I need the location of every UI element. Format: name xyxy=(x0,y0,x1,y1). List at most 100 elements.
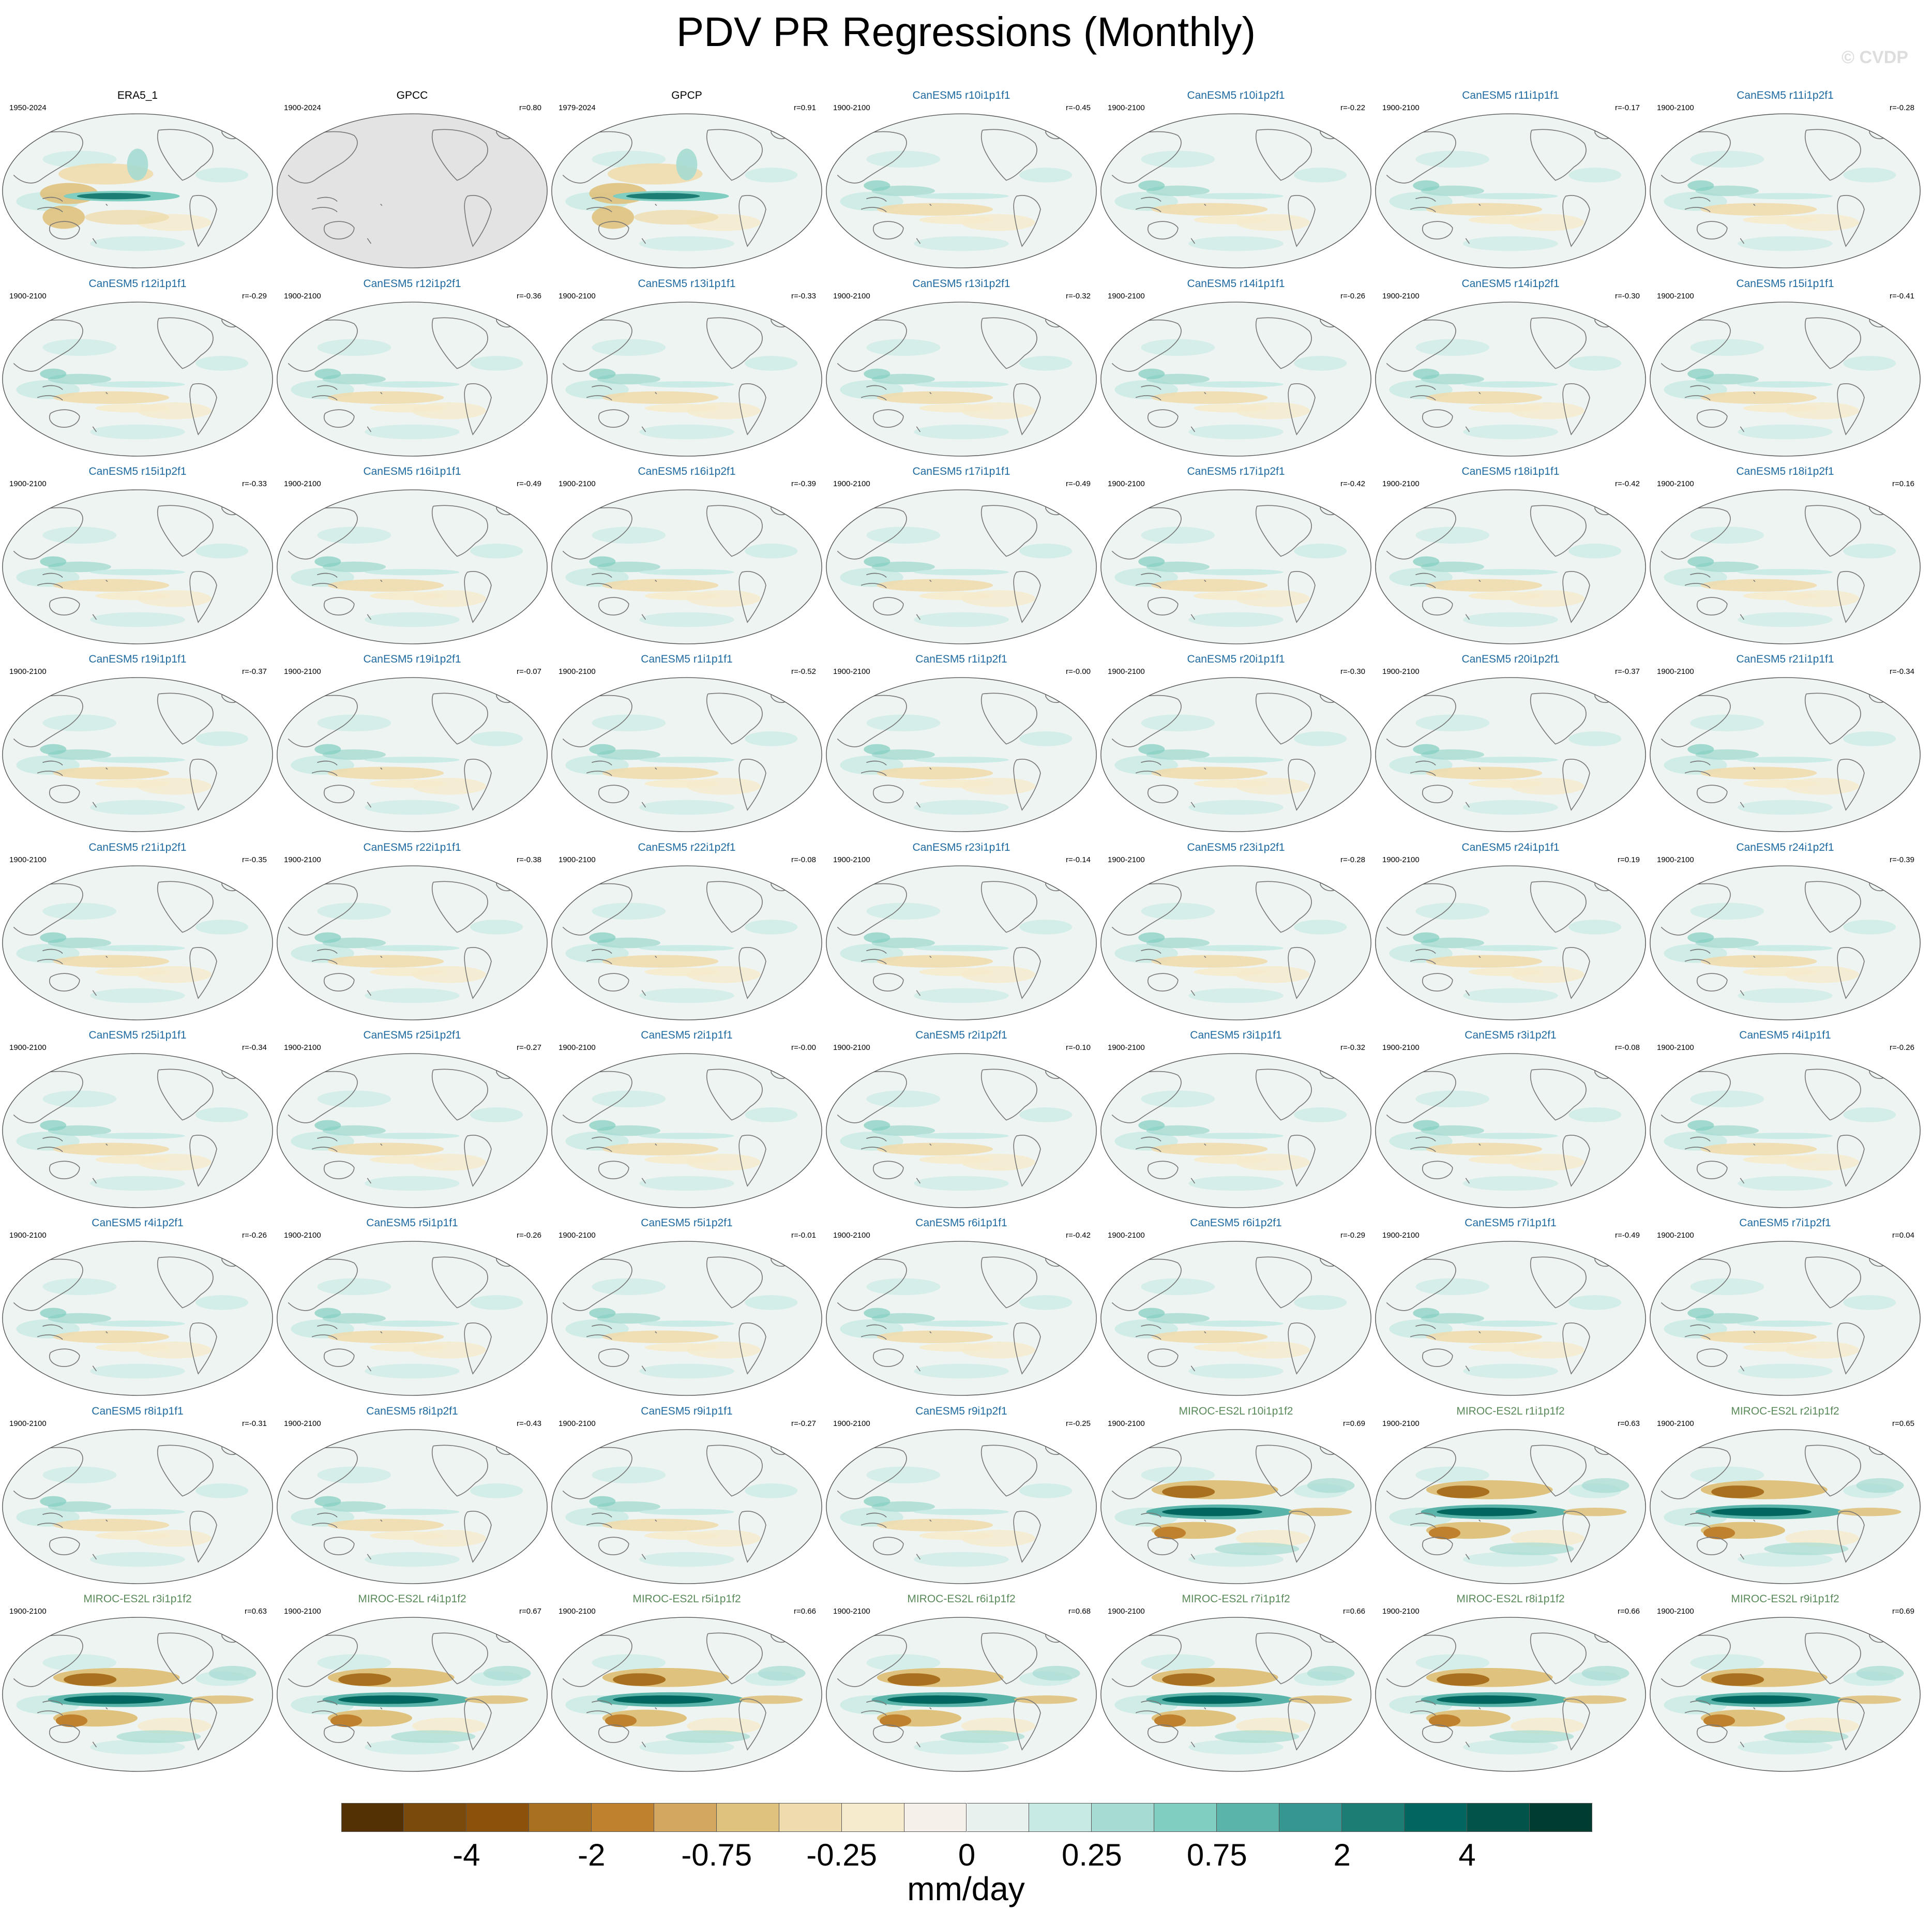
regression-map xyxy=(277,1429,548,1584)
regression-map xyxy=(1100,865,1371,1020)
regression-field xyxy=(565,1466,798,1567)
colorbar-swatch xyxy=(1405,1803,1468,1832)
panel-correlation: r=-0.42 xyxy=(1066,1231,1091,1240)
panel-years: 1900-2100 xyxy=(1108,667,1145,676)
map-panel: CanESM5 r5i1p2f1 1900-2100 r=-0.01 xyxy=(549,1216,824,1405)
regression-map xyxy=(1100,489,1371,644)
map-panel: MIROC-ES2L r4i1p1f2 1900-2100 r=0.67 xyxy=(275,1592,550,1781)
map-panel: CanESM5 r19i1p2f1 1900-2100 r=-0.07 xyxy=(275,653,550,841)
map-panel: CanESM5 r4i1p1f1 1900-2100 r=-0.26 xyxy=(1648,1029,1923,1217)
map-panel: CanESM5 r25i1p1f1 1900-2100 r=-0.34 xyxy=(0,1029,275,1217)
map-border xyxy=(1650,1617,1921,1772)
colorbar-label: -0.75 xyxy=(681,1838,752,1872)
map-panel: CanESM5 r1i1p1f1 1900-2100 r=-0.52 xyxy=(549,653,824,841)
panel-years: 1900-2100 xyxy=(284,1043,321,1052)
colorbar-swatch xyxy=(466,1803,529,1832)
map-panel: CanESM5 r25i1p2f1 1900-2100 r=-0.27 xyxy=(275,1029,550,1217)
regression-map xyxy=(551,1429,822,1584)
coastline xyxy=(560,1065,788,1187)
map-panel: CanESM5 r23i1p2f1 1900-2100 r=-0.28 xyxy=(1098,841,1373,1029)
coastline xyxy=(560,314,788,435)
regression-map xyxy=(277,489,548,644)
panel-title: CanESM5 r25i1p1f1 xyxy=(88,1029,187,1041)
map-border xyxy=(2,1241,273,1396)
map-border xyxy=(1100,1617,1371,1772)
coastline xyxy=(1109,1253,1337,1375)
colorbar-swatch xyxy=(1530,1803,1592,1832)
panel-years: 1900-2100 xyxy=(284,667,321,676)
map-panel: CanESM5 r11i1p1f1 1900-2100 r=-0.17 xyxy=(1373,89,1648,277)
coastline xyxy=(1658,1253,1886,1375)
panel-correlation: r=0.63 xyxy=(1618,1419,1640,1428)
panel-years: 1900-2100 xyxy=(9,855,47,864)
colorbar-label: -4 xyxy=(452,1838,480,1872)
panel-correlation: r=-0.30 xyxy=(1615,292,1640,300)
colorbar-swatch xyxy=(591,1803,654,1832)
map-border xyxy=(1100,1429,1371,1584)
panel-title: CanESM5 r14i1p2f1 xyxy=(1461,278,1560,290)
panel-title: CanESM5 r17i1p1f1 xyxy=(912,465,1010,477)
map-border xyxy=(1100,302,1371,457)
panel-years: 1900-2100 xyxy=(833,667,870,676)
regression-map xyxy=(551,113,822,268)
panel-correlation: r=0.63 xyxy=(245,1607,267,1616)
regression-map xyxy=(1650,302,1921,457)
panel-title: CanESM5 r13i1p2f1 xyxy=(912,278,1010,290)
panel-years: 1900-2100 xyxy=(284,1607,321,1616)
colorbar-swatch xyxy=(1217,1803,1280,1832)
map-border xyxy=(1375,1429,1646,1584)
regression-map xyxy=(826,1053,1097,1208)
map-border xyxy=(277,489,548,644)
map-border xyxy=(551,489,822,644)
coastline xyxy=(1109,1441,1337,1563)
map-border xyxy=(551,302,822,457)
panel-years: 1900-2100 xyxy=(284,479,321,488)
panel-years: 1900-2100 xyxy=(1382,1231,1420,1240)
map-border xyxy=(826,489,1097,644)
regression-field xyxy=(16,1278,249,1379)
regression-map xyxy=(1100,1053,1371,1208)
regression-field xyxy=(291,339,523,440)
map-border xyxy=(277,1241,548,1396)
panel-title: MIROC-ES2L r7i1p1f2 xyxy=(1182,1593,1290,1605)
coastline xyxy=(285,502,514,623)
panel-years: 1900-2100 xyxy=(1657,479,1694,488)
panel-title: CanESM5 r18i1p1f1 xyxy=(1461,465,1560,477)
map-panel: MIROC-ES2L r1i1p1f2 1900-2100 r=0.63 xyxy=(1373,1405,1648,1593)
map-panel: CanESM5 r13i1p1f1 1900-2100 r=-0.33 xyxy=(549,277,824,465)
colorbar-swatch xyxy=(1467,1803,1530,1832)
panel-years: 1900-2100 xyxy=(9,667,47,676)
regression-field xyxy=(1664,1090,1896,1191)
map-border xyxy=(2,1429,273,1584)
panel-years: 1900-2100 xyxy=(1657,667,1694,676)
regression-map xyxy=(277,302,548,457)
map-border xyxy=(551,865,822,1020)
coastline xyxy=(10,1253,239,1375)
regression-field xyxy=(840,714,1073,815)
panel-title: CanESM5 r11i1p2f1 xyxy=(1737,89,1834,101)
map-border xyxy=(826,865,1097,1020)
panel-correlation: r=-0.42 xyxy=(1340,479,1365,488)
map-panel: CanESM5 r1i1p2f1 1900-2100 r=-0.00 xyxy=(824,653,1099,841)
panel-title: CanESM5 r5i1p1f1 xyxy=(366,1217,458,1229)
map-panel: CanESM5 r22i1p2f1 1900-2100 r=-0.08 xyxy=(549,841,824,1029)
map-border xyxy=(277,1053,548,1208)
panel-correlation: r=-0.39 xyxy=(791,479,816,488)
regression-field xyxy=(565,714,798,815)
panel-title: CanESM5 r20i1p2f1 xyxy=(1461,653,1560,665)
panel-title: CanESM5 r3i1p1f1 xyxy=(1190,1029,1282,1041)
panel-correlation: r=0.65 xyxy=(1892,1419,1914,1428)
panel-title: CanESM5 r24i1p2f1 xyxy=(1736,841,1834,853)
map-border xyxy=(1100,1241,1371,1396)
map-panel: MIROC-ES2L r3i1p1f2 1900-2100 r=0.63 xyxy=(0,1592,275,1781)
regression-map xyxy=(551,1241,822,1396)
regression-field xyxy=(1389,903,1622,1003)
regression-map xyxy=(1650,113,1921,268)
regression-field xyxy=(1664,714,1896,815)
regression-map xyxy=(1650,677,1921,832)
panel-title: MIROC-ES2L r6i1p1f2 xyxy=(907,1593,1016,1605)
map-border xyxy=(2,489,273,644)
map-border xyxy=(2,1617,273,1772)
panel-title: CanESM5 r23i1p1f1 xyxy=(912,841,1010,853)
map-panel: CanESM5 r6i1p1f1 1900-2100 r=-0.42 xyxy=(824,1216,1099,1405)
